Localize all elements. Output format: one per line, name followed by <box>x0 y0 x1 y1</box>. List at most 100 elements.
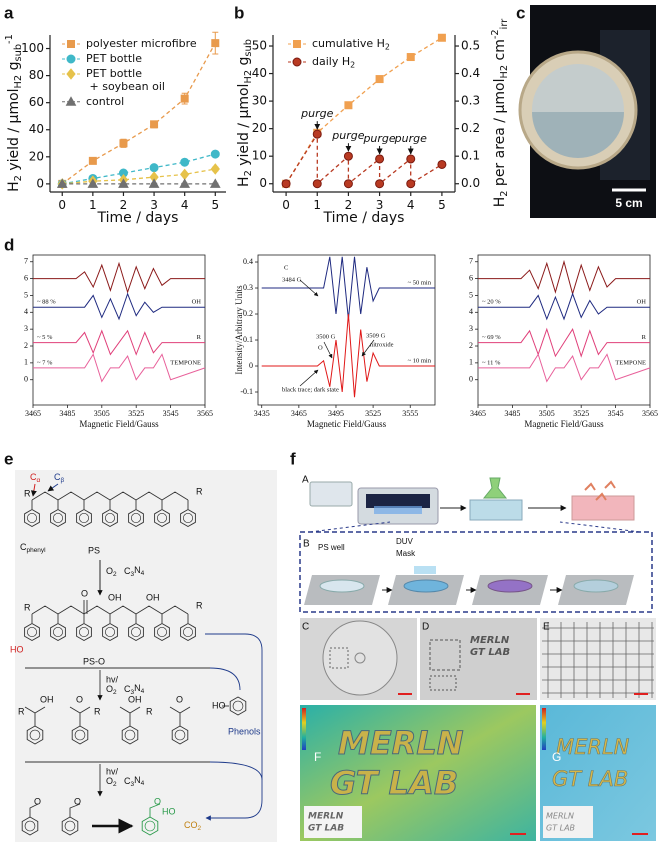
aromatic-ring <box>232 700 244 712</box>
series-line <box>62 168 216 185</box>
y-tick-label: 1 <box>469 358 473 367</box>
aromatic-ring <box>74 729 86 741</box>
bond <box>50 508 66 528</box>
marker <box>88 156 97 165</box>
marker <box>180 157 190 167</box>
marker <box>179 178 191 188</box>
axis-label: H2 yield / μmolH2 gsub <box>236 39 254 187</box>
image-text: MERLN <box>470 635 510 646</box>
x-axis-label: Magnetic Field/Gauss <box>524 419 604 429</box>
subpanel-label: E <box>543 622 550 633</box>
axis-label-part: sub <box>13 44 24 62</box>
marker <box>180 94 189 103</box>
aromatic-ring <box>182 512 194 524</box>
trace-share: ~ 69 % <box>482 334 501 341</box>
y-tick-label: 3 <box>469 324 473 333</box>
atom-label: HO <box>212 700 226 710</box>
series-line <box>261 256 435 320</box>
bond <box>61 816 79 836</box>
bond <box>69 706 91 726</box>
marker <box>437 159 447 169</box>
axis-label: Intensity/Arbitrary Units <box>234 285 244 375</box>
y2-tick-label: 0.4 <box>461 66 480 80</box>
aromatic-ring <box>78 626 90 638</box>
trace-share: ~ 88 % <box>37 299 56 306</box>
marker <box>293 40 301 48</box>
annotation: 3500 G <box>316 333 336 340</box>
y2-tick-label: 0.1 <box>461 149 480 163</box>
trace-name: TEMPONE <box>170 359 201 366</box>
atom-label: O <box>76 694 83 704</box>
reagent: C3N4 <box>124 776 145 788</box>
x-tick-label: 3 <box>150 198 158 212</box>
aromatic-ring <box>24 820 36 832</box>
series-line <box>33 353 206 383</box>
image-text: GT LAB <box>308 824 344 834</box>
atom-label: R <box>146 706 153 716</box>
series-line <box>62 153 216 185</box>
bond <box>169 706 191 726</box>
x-tick-label: 3 <box>376 198 384 212</box>
marker <box>406 179 416 189</box>
axis-label-part: -1 <box>4 34 15 44</box>
marker <box>312 179 322 189</box>
y-tick-label: 2 <box>24 341 28 350</box>
annotation: 3509 G <box>366 332 386 339</box>
axis-label-part: yield / μmol <box>236 84 252 171</box>
x-tick-label: 3525 <box>365 409 381 418</box>
x-tick-label: 2 <box>120 198 128 212</box>
aromatic-ring <box>52 512 64 524</box>
aromatic-ring <box>156 626 168 638</box>
axis-label-part: cm <box>492 39 508 65</box>
subpanel-label: A <box>302 475 309 486</box>
bond <box>180 622 196 642</box>
subpanel-label: D <box>422 622 429 633</box>
y-tick-label: 40 <box>252 66 267 80</box>
axis-label-part: H2 <box>243 70 254 84</box>
marker <box>180 168 190 181</box>
y-tick-label: 2 <box>469 341 473 350</box>
aromatic-ring <box>29 729 41 741</box>
trace-name: TEMPONE <box>615 359 646 366</box>
marker <box>149 163 159 173</box>
atom-label: O <box>176 694 183 704</box>
bond <box>154 622 170 642</box>
bond <box>102 622 118 642</box>
marker <box>56 178 68 188</box>
marker <box>406 154 416 164</box>
y-tick-label: 6 <box>469 273 473 282</box>
reagent: hv/ <box>106 766 119 776</box>
bond <box>29 803 39 817</box>
y2-tick-label: 0.2 <box>461 121 480 135</box>
y-tick-label: 0.1 <box>243 335 253 344</box>
atom-label: R <box>94 706 101 716</box>
bond <box>50 622 66 642</box>
axis-label: H2 per area / μmolH2 cm-2irr <box>490 18 510 208</box>
trace-name: OH <box>192 299 202 306</box>
x-tick-label: 0 <box>282 198 290 212</box>
aromatic-ring <box>130 512 142 524</box>
x-tick-label: 3465 <box>291 409 307 418</box>
x-tick-label: 3485 <box>504 409 520 418</box>
trace-share: ~ 7 % <box>37 359 53 366</box>
legend-label: polyester microfibre <box>86 37 197 50</box>
atom-label: OH <box>146 592 160 602</box>
marker <box>375 179 385 189</box>
plot-frame <box>32 254 206 406</box>
scheme-background <box>15 470 277 842</box>
marker <box>65 96 77 106</box>
annotation: purge <box>362 132 395 145</box>
legend-label-line: PET bottle <box>86 67 142 80</box>
x-tick-label: 5 <box>211 198 219 212</box>
reagent: C3N4 <box>124 684 145 696</box>
legend-label-line: + soybean oil <box>86 80 165 93</box>
atom-label: O <box>34 796 41 806</box>
annotation: C <box>284 264 288 271</box>
x-tick-label: 3505 <box>539 409 555 418</box>
atom-label: Cβ <box>54 472 65 483</box>
image-text: GT LAB <box>330 764 458 802</box>
atom-label: R <box>196 600 203 610</box>
aromatic-ring <box>52 626 64 638</box>
y-tick-label: 30 <box>252 94 267 108</box>
subpanel-label: B <box>303 539 310 550</box>
